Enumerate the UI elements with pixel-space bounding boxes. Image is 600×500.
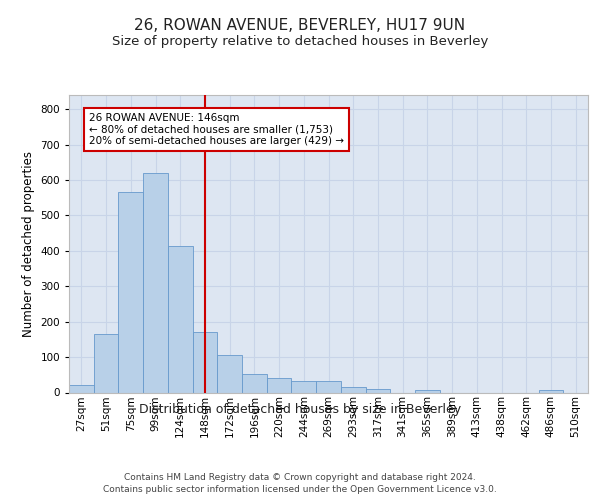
Bar	[94, 334, 118, 392]
Text: Contains HM Land Registry data © Crown copyright and database right 2024.: Contains HM Land Registry data © Crown c…	[124, 472, 476, 482]
Y-axis label: Number of detached properties: Number of detached properties	[22, 151, 35, 337]
Text: 26 ROWAN AVENUE: 146sqm
← 80% of detached houses are smaller (1,753)
20% of semi: 26 ROWAN AVENUE: 146sqm ← 80% of detache…	[89, 112, 344, 146]
Bar	[242, 374, 267, 392]
Bar	[193, 332, 217, 392]
Bar	[539, 390, 563, 392]
Bar	[69, 386, 94, 392]
Bar	[168, 246, 193, 392]
Bar	[292, 381, 316, 392]
Bar	[267, 378, 292, 392]
Bar	[341, 387, 365, 392]
Bar	[217, 356, 242, 393]
Bar	[143, 173, 168, 392]
Bar	[316, 381, 341, 392]
Text: Contains public sector information licensed under the Open Government Licence v3: Contains public sector information licen…	[103, 485, 497, 494]
Text: Distribution of detached houses by size in Beverley: Distribution of detached houses by size …	[139, 402, 461, 415]
Bar	[365, 389, 390, 392]
Text: 26, ROWAN AVENUE, BEVERLEY, HU17 9UN: 26, ROWAN AVENUE, BEVERLEY, HU17 9UN	[134, 18, 466, 32]
Bar	[118, 192, 143, 392]
Text: Size of property relative to detached houses in Beverley: Size of property relative to detached ho…	[112, 35, 488, 48]
Bar	[415, 390, 440, 392]
